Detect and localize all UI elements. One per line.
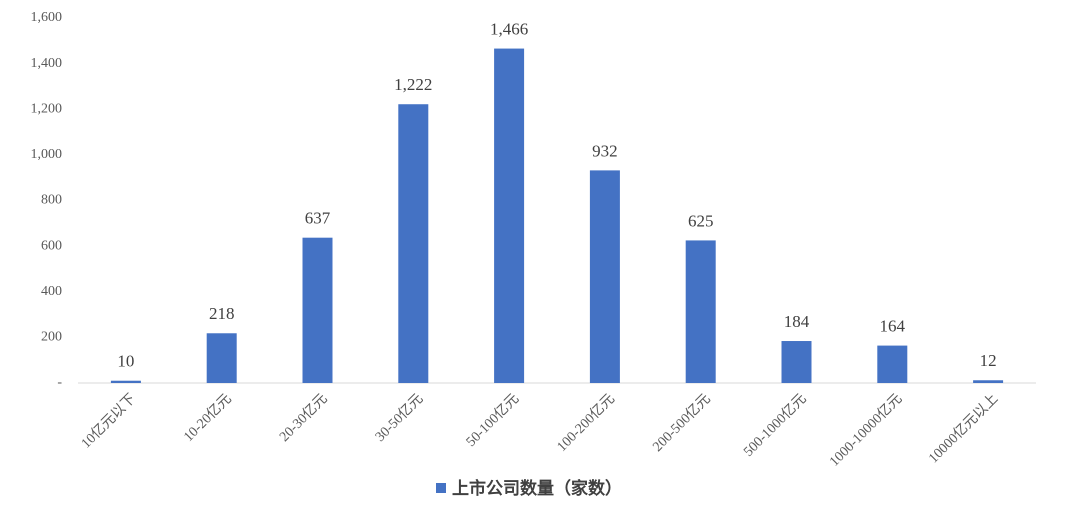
data-label: 637 — [305, 209, 331, 228]
data-label: 164 — [880, 316, 906, 335]
bar — [589, 170, 620, 383]
x-tick-label: 30-50亿元 — [372, 391, 426, 445]
x-tick-label: 100-200亿元 — [554, 391, 618, 455]
y-tick-label: 200 — [41, 330, 62, 345]
legend-swatch — [436, 483, 446, 493]
data-label: 10 — [117, 352, 134, 371]
bar — [206, 333, 237, 383]
data-label: 625 — [688, 211, 714, 230]
data-label: 218 — [209, 304, 235, 323]
x-tick-label: 200-500亿元 — [650, 391, 714, 455]
x-tick-label: 1000-10000亿元 — [826, 391, 905, 470]
y-tick-label: - — [57, 375, 62, 390]
bar — [781, 341, 812, 383]
y-tick-label: 1,200 — [31, 101, 63, 116]
x-tick-label: 50-100亿元 — [463, 391, 522, 450]
y-tick-label: 1,000 — [31, 147, 63, 162]
x-tick-label: 500-1000亿元 — [741, 391, 810, 460]
y-tick-label: 600 — [41, 238, 62, 253]
bar — [494, 48, 525, 383]
y-tick-label: 1,400 — [31, 56, 63, 71]
x-tick-label: 10000亿元以上 — [926, 391, 1002, 467]
data-label: 1,222 — [394, 75, 432, 94]
data-label: 1,466 — [490, 19, 528, 38]
data-label: 932 — [592, 141, 618, 160]
legend-label: 上市公司数量（家数） — [452, 478, 622, 499]
data-label: 184 — [784, 312, 810, 331]
bar — [877, 345, 908, 383]
bar — [302, 237, 333, 383]
x-tick-label: 10亿元以下 — [78, 391, 139, 452]
data-label: 12 — [980, 351, 997, 370]
x-tick-label: 20-30亿元 — [276, 391, 330, 445]
bar — [973, 380, 1004, 383]
y-tick-label: 400 — [41, 284, 62, 299]
bar — [398, 104, 429, 383]
y-tick-label: 800 — [41, 193, 62, 208]
bar — [110, 380, 141, 383]
bar — [685, 240, 716, 383]
x-tick-label: 10-20亿元 — [181, 391, 235, 445]
y-tick-label: 1,600 — [31, 10, 63, 25]
